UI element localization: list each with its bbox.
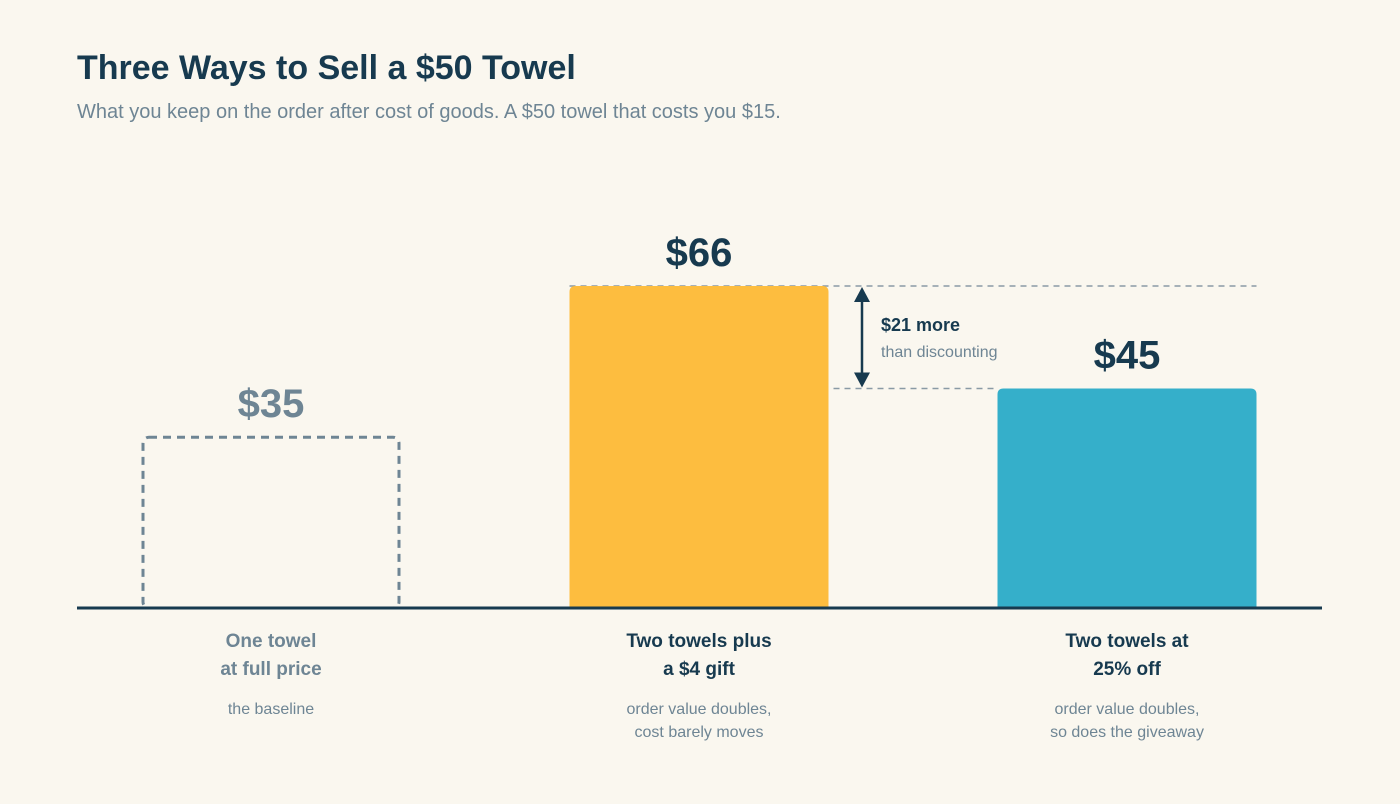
value-label: $45 bbox=[1094, 333, 1161, 377]
arrow-head bbox=[854, 372, 870, 388]
category-label: Two towels at 25% off bbox=[1065, 631, 1189, 680]
annotation-sublabel: than discounting bbox=[881, 344, 998, 361]
arrow-head bbox=[854, 287, 870, 302]
chart-subtitle: What you keep on the order after cost of… bbox=[77, 101, 781, 123]
category-label: Two towels plus a $4 gift bbox=[626, 631, 772, 680]
value-label: $35 bbox=[238, 382, 305, 426]
category-note: order value doubles, cost barely moves bbox=[626, 701, 772, 741]
category-note: order value doubles, so does the giveawa… bbox=[1050, 701, 1204, 741]
category-note: the baseline bbox=[227, 701, 315, 718]
bar bbox=[141, 435, 401, 610]
annotation-label: $21 more bbox=[881, 315, 960, 335]
bar bbox=[569, 286, 829, 608]
value-label: $66 bbox=[666, 231, 733, 275]
chart-title: Three Ways to Sell a $50 Towel bbox=[77, 49, 576, 87]
category-label: One towel at full price bbox=[220, 631, 322, 680]
bar bbox=[997, 388, 1257, 608]
